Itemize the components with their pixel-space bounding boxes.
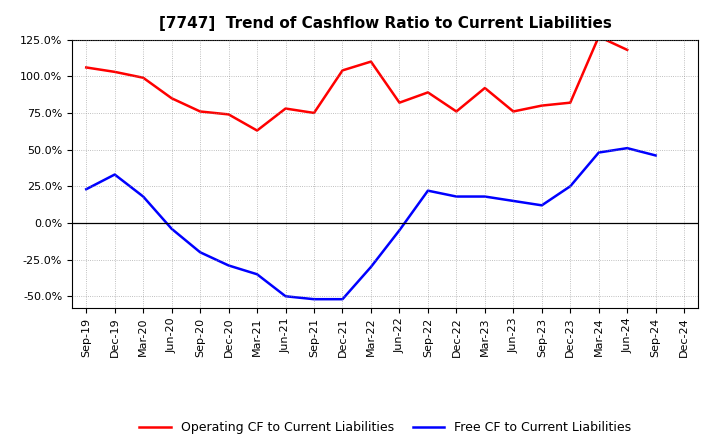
Operating CF to Current Liabilities <box>110 69 119 74</box>
Free CF to Current Liabilities <box>253 271 261 277</box>
Free CF to Current Liabilities <box>366 264 375 270</box>
Operating CF to Current Liabilities <box>480 85 489 91</box>
Free CF to Current Liabilities <box>167 226 176 231</box>
Free CF to Current Liabilities <box>282 293 290 299</box>
Free CF to Current Liabilities <box>139 194 148 199</box>
Operating CF to Current Liabilities <box>82 65 91 70</box>
Free CF to Current Liabilities <box>566 183 575 189</box>
Operating CF to Current Liabilities <box>395 100 404 105</box>
Free CF to Current Liabilities <box>595 150 603 155</box>
Free CF to Current Liabilities <box>196 249 204 255</box>
Line: Operating CF to Current Liabilities: Operating CF to Current Liabilities <box>86 37 627 131</box>
Operating CF to Current Liabilities <box>566 100 575 105</box>
Operating CF to Current Liabilities <box>225 112 233 117</box>
Free CF to Current Liabilities <box>395 227 404 233</box>
Free CF to Current Liabilities <box>509 198 518 204</box>
Operating CF to Current Liabilities <box>509 109 518 114</box>
Legend: Operating CF to Current Liabilities, Free CF to Current Liabilities: Operating CF to Current Liabilities, Fre… <box>135 416 636 439</box>
Operating CF to Current Liabilities <box>253 128 261 133</box>
Free CF to Current Liabilities <box>82 187 91 192</box>
Free CF to Current Liabilities <box>338 297 347 302</box>
Free CF to Current Liabilities <box>652 153 660 158</box>
Free CF to Current Liabilities <box>623 146 631 151</box>
Free CF to Current Liabilities <box>480 194 489 199</box>
Free CF to Current Liabilities <box>537 203 546 208</box>
Operating CF to Current Liabilities <box>139 75 148 81</box>
Operating CF to Current Liabilities <box>595 34 603 39</box>
Operating CF to Current Liabilities <box>310 110 318 116</box>
Free CF to Current Liabilities <box>452 194 461 199</box>
Free CF to Current Liabilities <box>110 172 119 177</box>
Title: [7747]  Trend of Cashflow Ratio to Current Liabilities: [7747] Trend of Cashflow Ratio to Curren… <box>159 16 611 32</box>
Operating CF to Current Liabilities <box>537 103 546 108</box>
Line: Free CF to Current Liabilities: Free CF to Current Liabilities <box>86 148 656 299</box>
Operating CF to Current Liabilities <box>623 47 631 52</box>
Operating CF to Current Liabilities <box>338 68 347 73</box>
Free CF to Current Liabilities <box>423 188 432 193</box>
Operating CF to Current Liabilities <box>366 59 375 64</box>
Operating CF to Current Liabilities <box>452 109 461 114</box>
Free CF to Current Liabilities <box>225 263 233 268</box>
Operating CF to Current Liabilities <box>282 106 290 111</box>
Operating CF to Current Liabilities <box>196 109 204 114</box>
Operating CF to Current Liabilities <box>423 90 432 95</box>
Free CF to Current Liabilities <box>310 297 318 302</box>
Operating CF to Current Liabilities <box>167 95 176 101</box>
